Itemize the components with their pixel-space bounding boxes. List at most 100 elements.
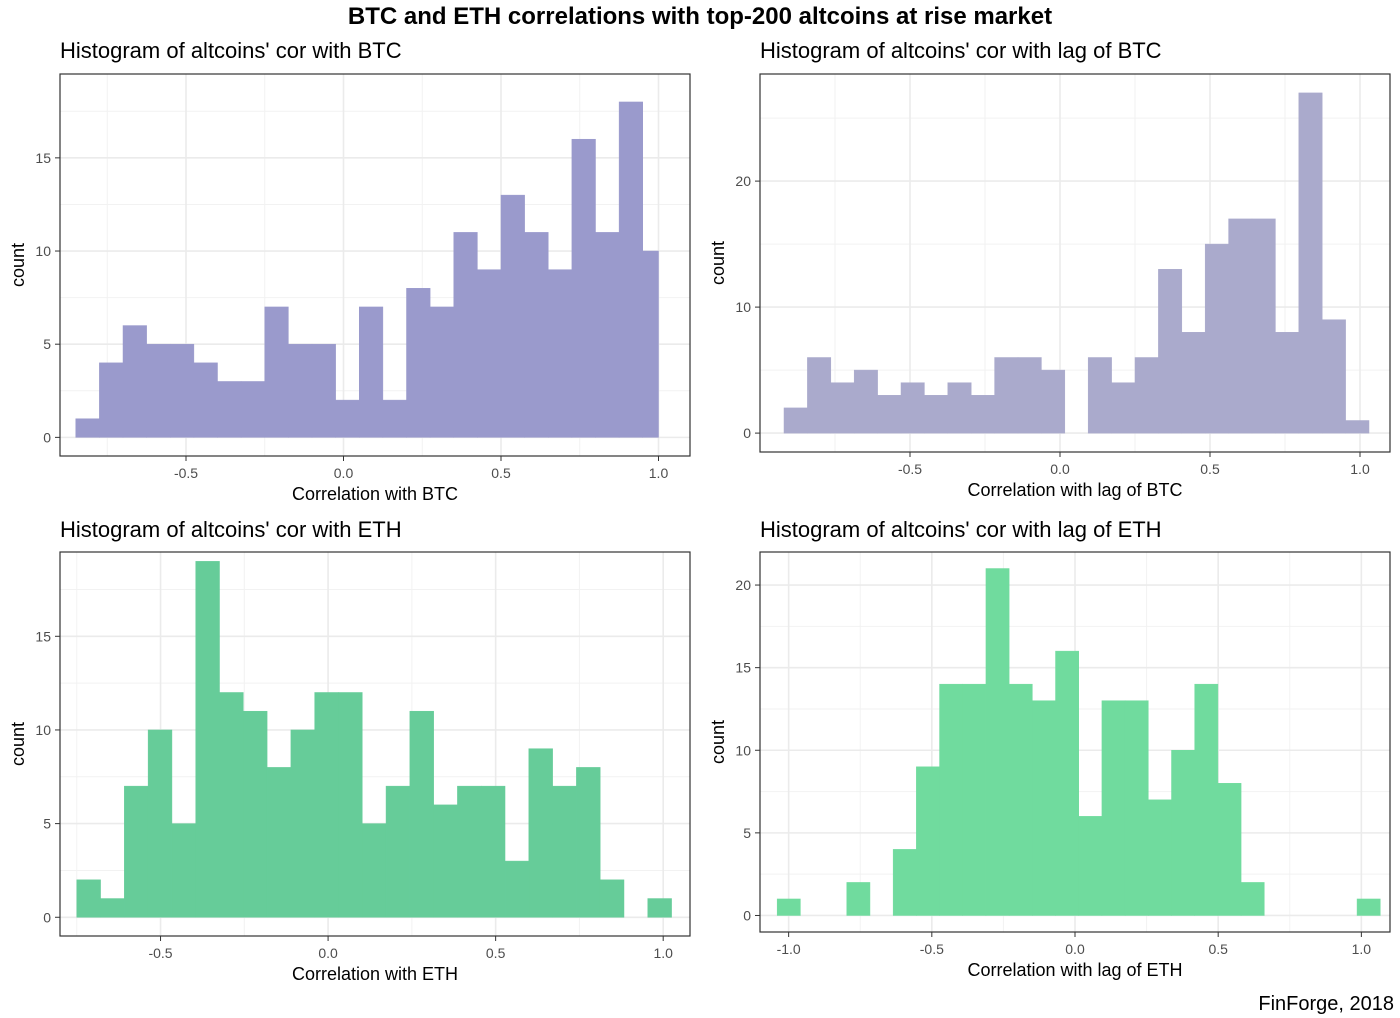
y-tick-label: 15 [735,660,751,676]
histogram-bar [457,785,482,918]
histogram-bar [1204,243,1229,434]
histogram-bar [647,898,672,918]
histogram-bar [311,343,336,438]
x-axis-label: Correlation with ETH [292,964,458,984]
x-axis-label: Correlation with BTC [292,484,458,504]
histogram-bar [900,382,925,434]
histogram-bar [892,849,917,916]
subplot-title: Histogram of altcoins' cor with lag of B… [760,38,1162,63]
histogram-bar [916,766,940,916]
histogram-bar [642,250,659,438]
histogram-bar [1356,898,1381,916]
x-tick-label: 0.5 [486,945,506,961]
histogram-bar [548,269,573,438]
figure-caption: FinForge, 2018 [1258,993,1394,1015]
histogram-bar [338,692,363,918]
panel-border [59,73,691,457]
chart-panel-4: -1.0 -0.5 0.0 0.5 1.0 0 5 10 15 20 Histogram of al… [708,517,1391,980]
histogram-bar [1032,700,1056,916]
histogram-bar [783,407,808,434]
histogram-bar [877,395,902,434]
histogram-bar [1171,750,1195,916]
histogram-bar [552,785,577,918]
x-tick-label: 1.0 [649,465,669,481]
histogram-bar [146,343,171,438]
histogram-bar [385,785,411,918]
chart-panel-2: -0.5 0.0 0.5 1.0 0 10 20 Histogram of altcoins'… [708,38,1391,500]
x-tick-label: 0.0 [1065,941,1085,957]
histogram-bar [994,357,1019,434]
x-tick-label: 0.0 [318,945,338,961]
histogram-bar [776,898,801,916]
histogram-bar [335,399,360,438]
histogram-bar [195,561,220,918]
x-tick-label: -0.5 [920,941,944,957]
x-tick-label: 1.0 [653,945,673,961]
histogram-bar [947,382,972,434]
histogram-bar [429,306,454,438]
x-tick-label: 0.0 [334,465,354,481]
histogram-bar [193,362,218,438]
histogram-bar [217,381,242,438]
x-tick-label: -0.5 [148,945,172,961]
x-tick-label: 1.0 [1350,461,1370,477]
y-tick-label: 20 [735,173,751,189]
histogram-bar [266,767,292,918]
subplot-title: Histogram of altcoins' cor with lag of E… [760,517,1162,542]
histogram-bar [1087,357,1112,434]
histogram-bar [1017,357,1042,434]
histogram-bar [924,395,949,434]
x-tick-label: -0.5 [174,465,198,481]
histogram-bar [76,879,101,918]
histogram-bar [124,785,149,918]
histogram-bar [477,269,502,438]
y-axis-label: count [708,241,728,285]
histogram-bar [1181,332,1206,434]
histogram-bar [314,692,339,918]
y-tick-label: 10 [35,722,51,738]
y-tick-label: 0 [43,429,51,445]
histogram-bar [100,898,125,918]
chart-panel-1: -0.5 0.0 0.5 1.0 0 5 10 15 Histogram of altcoins… [8,38,691,504]
x-axis-label: Correlation with lag of ETH [967,960,1182,980]
x-tick-label: 1.0 [1352,941,1372,957]
histogram-bar [618,101,643,438]
x-tick-label: -0.5 [898,461,922,477]
histogram-bar [807,357,832,434]
histogram-bar [1148,799,1172,916]
histogram-bar [846,882,871,916]
y-tick-label: 10 [735,299,751,315]
histogram-bar [1298,92,1323,434]
y-tick-label: 0 [743,907,751,923]
histogram-bar [243,710,268,918]
histogram-bar [504,860,530,918]
histogram-bar [122,325,147,438]
y-tick-label: 0 [743,425,751,441]
histogram-bar [1321,319,1346,434]
histogram-bar [219,692,244,918]
y-tick-label: 10 [735,742,751,758]
histogram-bar [1055,650,1079,916]
y-tick-label: 10 [35,243,51,259]
y-axis-label: count [708,720,728,764]
y-tick-label: 5 [43,816,51,832]
histogram-bar [939,683,963,916]
histogram-bar [1041,369,1066,434]
y-axis-label: count [8,722,28,766]
chart-panel-3: -0.5 0.0 0.5 1.0 0 5 10 15 Histogram of altcoins… [8,517,691,984]
histogram-bar [406,288,431,438]
histogram-bar [1240,882,1265,916]
histogram-bar [1251,218,1276,434]
figure-title: BTC and ETH correlations with top-200 al… [347,3,1053,30]
y-tick-label: 15 [35,628,51,644]
histogram-bar [382,399,407,438]
histogram-bar [571,138,596,438]
x-tick-label: 0.5 [1208,941,1228,957]
histogram-bar [433,804,458,918]
panel-border [759,73,1391,453]
histogram-bar [1228,218,1253,434]
histogram-bar [290,729,315,918]
histogram-bar [264,306,289,438]
y-tick-label: 5 [43,336,51,352]
